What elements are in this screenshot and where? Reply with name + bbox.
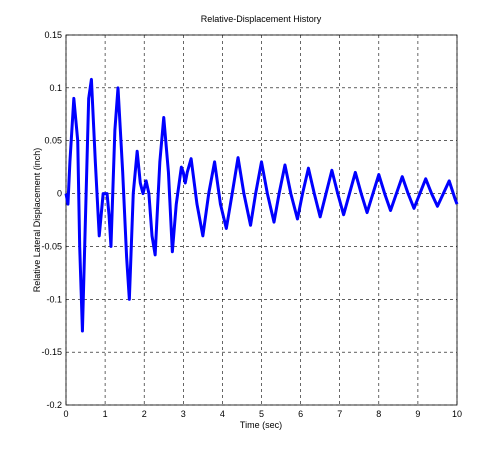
x-tick-label: 4	[220, 409, 225, 419]
y-tick-label: 0	[57, 189, 62, 199]
x-tick-label: 5	[259, 409, 264, 419]
x-tick-label: 10	[452, 409, 462, 419]
x-tick-label: 8	[376, 409, 381, 419]
x-tick-label: 6	[298, 409, 303, 419]
x-tick-label: 2	[142, 409, 147, 419]
x-tick-label: 0	[63, 409, 68, 419]
x-tick-label: 3	[181, 409, 186, 419]
y-tick-label: -0.15	[41, 347, 62, 357]
y-axis-label: Relative Lateral Displacement (inch)	[32, 148, 42, 293]
y-tick-label: -0.1	[46, 294, 62, 304]
x-tick-label: 1	[103, 409, 108, 419]
plot-frame	[65, 34, 458, 406]
y-tick-label: -0.2	[46, 400, 62, 410]
x-axis-label: Time (sec)	[240, 420, 282, 430]
x-tick-label: 7	[337, 409, 342, 419]
x-tick-label: 9	[415, 409, 420, 419]
data-line	[64, 77, 459, 333]
y-tick-label: 0.05	[44, 136, 62, 146]
y-tick-label: 0.1	[49, 83, 62, 93]
y-tick-label: -0.05	[41, 241, 62, 251]
chart-title: Relative-Displacement History	[201, 14, 322, 24]
y-tick-label: 0.15	[44, 30, 62, 40]
